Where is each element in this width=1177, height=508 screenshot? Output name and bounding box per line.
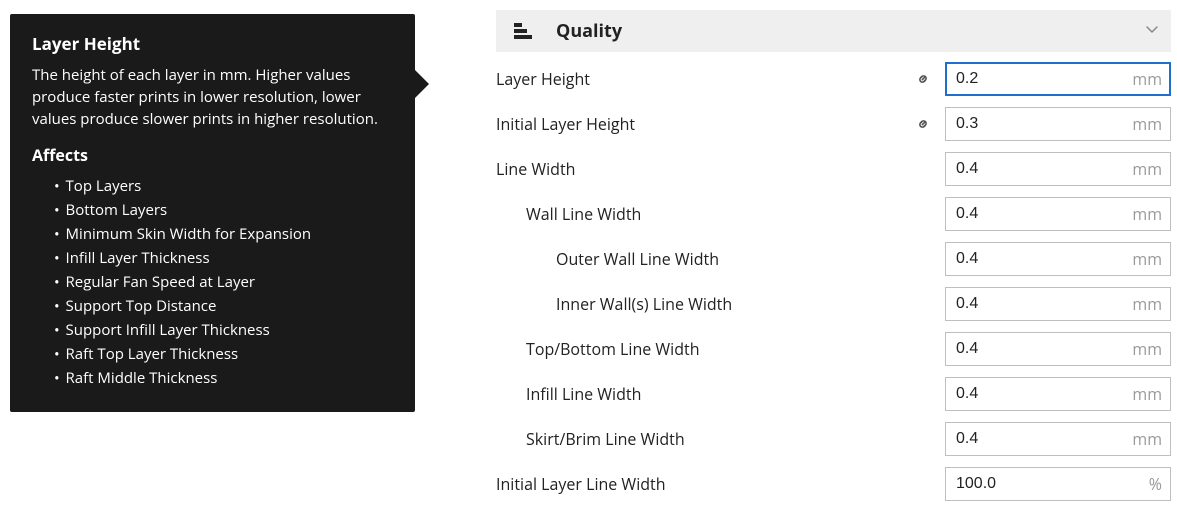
section-header-quality[interactable]: Quality (496, 10, 1171, 52)
setting-unit: % (1149, 473, 1162, 495)
setting-input[interactable] (956, 70, 1124, 88)
setting-input-wrap[interactable]: mm (945, 107, 1171, 141)
tooltip-affects-item: Infill Layer Thickness (54, 246, 393, 270)
setting-label: Outer Wall Line Width (496, 248, 909, 270)
setting-input-wrap[interactable]: mm (945, 62, 1171, 96)
setting-unit: mm (1132, 248, 1162, 270)
setting-unit: mm (1132, 383, 1162, 405)
setting-input[interactable] (956, 115, 1124, 133)
setting-unit: mm (1132, 293, 1162, 315)
setting-unit: mm (1132, 338, 1162, 360)
layers-icon (508, 16, 538, 46)
setting-row: Skirt/Brim Line Width mm (478, 416, 1171, 461)
tooltip-affects-item: Raft Top Layer Thickness (54, 342, 393, 366)
setting-label: Inner Wall(s) Line Width (496, 293, 909, 315)
tooltip-affects-item: Raft Middle Thickness (54, 366, 393, 390)
setting-input[interactable] (956, 205, 1124, 223)
setting-label: Initial Layer Height (496, 113, 909, 135)
setting-input[interactable] (956, 340, 1124, 358)
setting-row: Layer Height mm (478, 56, 1171, 101)
setting-input-wrap[interactable]: mm (945, 197, 1171, 231)
setting-label: Wall Line Width (496, 203, 909, 225)
setting-input[interactable] (956, 430, 1124, 448)
setting-input[interactable] (956, 250, 1124, 268)
setting-input[interactable] (956, 475, 1141, 493)
setting-input-wrap[interactable]: mm (945, 377, 1171, 411)
tooltip-affects-item: Minimum Skin Width for Expansion (54, 222, 393, 246)
setting-label: Infill Line Width (496, 383, 909, 405)
setting-row: Line Width mm (478, 146, 1171, 191)
tooltip-affects-heading: Affects (32, 144, 393, 166)
setting-unit: mm (1132, 68, 1162, 90)
tooltip-affects-item: Top Layers (54, 174, 393, 198)
chevron-down-icon (1145, 22, 1159, 41)
setting-input-wrap[interactable]: % (945, 467, 1171, 501)
setting-row: Wall Line Width mm (478, 191, 1171, 236)
setting-unit: mm (1132, 113, 1162, 135)
setting-label: Line Width (496, 158, 909, 180)
setting-row: Initial Layer Height mm (478, 101, 1171, 146)
setting-input-wrap[interactable]: mm (945, 332, 1171, 366)
tooltip-affects-item: Support Infill Layer Thickness (54, 318, 393, 342)
tooltip-affects-item: Bottom Layers (54, 198, 393, 222)
setting-label: Layer Height (496, 68, 909, 90)
setting-input[interactable] (956, 385, 1124, 403)
tooltip-affects-item: Regular Fan Speed at Layer (54, 270, 393, 294)
tooltip-affects-list: Top LayersBottom LayersMinimum Skin Widt… (32, 174, 393, 390)
setting-row: Outer Wall Line Width mm (478, 236, 1171, 281)
tooltip-affects-item: Support Top Distance (54, 294, 393, 318)
settings-panel: Quality Layer HeightmmInitial Layer Heig… (478, 0, 1177, 508)
setting-input-wrap[interactable]: mm (945, 242, 1171, 276)
tooltip-panel: Layer Height The height of each layer in… (10, 14, 415, 412)
setting-unit: mm (1132, 203, 1162, 225)
link-icon[interactable] (909, 114, 937, 134)
setting-unit: mm (1132, 158, 1162, 180)
setting-label: Initial Layer Line Width (496, 473, 909, 495)
setting-row: Initial Layer Line Width% (478, 461, 1171, 506)
setting-input[interactable] (956, 295, 1124, 313)
section-title: Quality (556, 19, 1145, 43)
setting-label: Skirt/Brim Line Width (496, 428, 909, 450)
setting-input-wrap[interactable]: mm (945, 152, 1171, 186)
setting-unit: mm (1132, 428, 1162, 450)
setting-input-wrap[interactable]: mm (945, 422, 1171, 456)
setting-row: Infill Line Width mm (478, 371, 1171, 416)
link-icon[interactable] (909, 69, 937, 89)
tooltip-description: The height of each layer in mm. Higher v… (32, 65, 393, 130)
setting-input[interactable] (956, 160, 1124, 178)
setting-row: Inner Wall(s) Line Width mm (478, 281, 1171, 326)
setting-input-wrap[interactable]: mm (945, 287, 1171, 321)
settings-rows: Layer HeightmmInitial Layer HeightmmLine… (478, 56, 1171, 506)
setting-label: Top/Bottom Line Width (496, 338, 909, 360)
tooltip-title: Layer Height (32, 32, 393, 55)
setting-row: Top/Bottom Line Width mm (478, 326, 1171, 371)
